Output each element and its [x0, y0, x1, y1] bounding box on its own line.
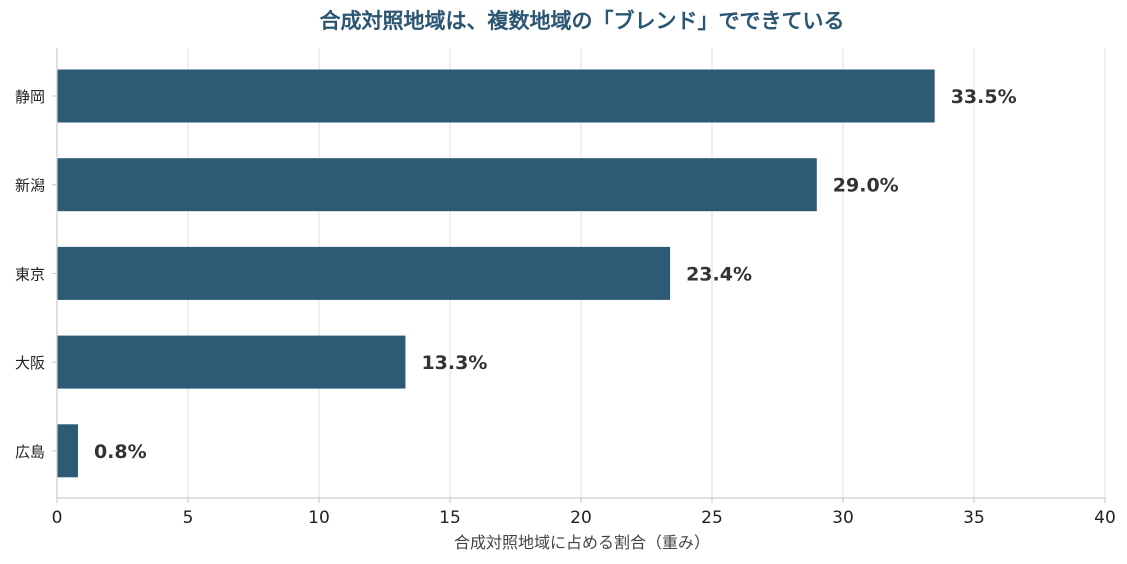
x-tick-label: 5: [183, 508, 194, 528]
value-labels: 33.5% 29.0% 23.4% 13.3% 0.8%: [94, 86, 1017, 463]
bar: [57, 158, 817, 212]
bars: [57, 69, 935, 478]
x-tick-label: 15: [439, 508, 461, 528]
x-tick-label: 40: [1094, 508, 1116, 528]
x-tick-label: 10: [308, 508, 330, 528]
bar: [57, 424, 78, 478]
x-axis-label: 合成対照地域に占める割合（重み）: [454, 533, 710, 552]
bar: [57, 335, 406, 389]
chart-title: 合成対照地域は、複数地域の「ブレンド」でできている: [320, 9, 845, 33]
value-label: 29.0%: [833, 175, 899, 197]
category-label: 広島: [15, 443, 45, 461]
category-label: 静岡: [15, 88, 45, 106]
value-label: 23.4%: [686, 263, 752, 285]
category-label: 東京: [15, 265, 45, 283]
x-tick-label: 25: [701, 508, 723, 528]
x-tick-label: 0: [52, 508, 63, 528]
bar: [57, 69, 935, 123]
x-tick-label: 30: [832, 508, 854, 528]
x-tick-label: 35: [963, 508, 985, 528]
category-label: 新潟: [15, 177, 45, 195]
category-label: 大阪: [15, 354, 45, 372]
x-tick-label: 20: [570, 508, 592, 528]
value-label: 0.8%: [94, 441, 147, 463]
value-label: 13.3%: [421, 352, 487, 374]
bar: [57, 246, 671, 300]
value-label: 33.5%: [951, 86, 1017, 108]
x-axis: 0 5 10 15 20 25 30 35 40: [52, 48, 1116, 528]
